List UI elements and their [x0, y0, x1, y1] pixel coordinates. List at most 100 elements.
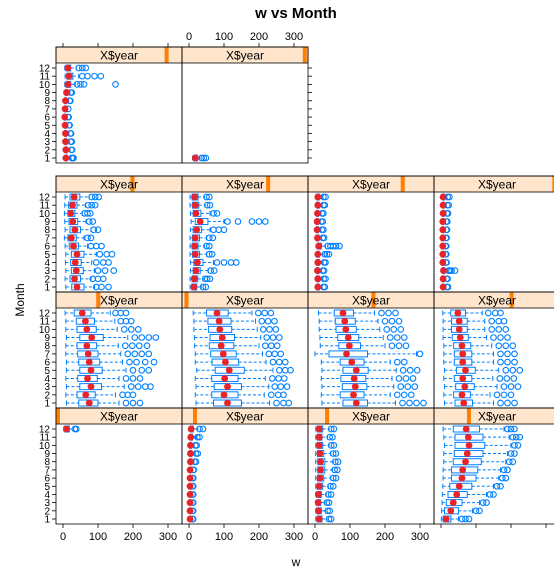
box-median [316, 450, 324, 457]
box-outlier [269, 334, 277, 341]
box-median [442, 515, 450, 523]
y-tick-label: 8 [44, 341, 50, 352]
box-median [186, 491, 194, 498]
box-median [196, 218, 204, 225]
box-outlier [509, 342, 517, 350]
box-month-1 [321, 399, 427, 407]
x-tick-label: 0 [186, 531, 192, 543]
box-outlier [78, 64, 86, 72]
box-median [462, 458, 469, 466]
strip-year-marker [266, 176, 271, 192]
panel: X$year [307, 175, 435, 293]
box-outlier [131, 334, 139, 341]
y-tick-label: 12 [39, 425, 51, 436]
box-median [439, 226, 447, 234]
y-tick-label: 2 [44, 145, 50, 156]
box-median [439, 275, 447, 283]
box-median [61, 121, 69, 129]
box-median [213, 309, 221, 317]
box-median [70, 193, 78, 201]
box-month-12 [318, 309, 399, 317]
box-outlier [129, 391, 137, 399]
box-outlier [92, 259, 100, 266]
panel: X$year [307, 291, 435, 409]
x-tick-label: 200 [376, 531, 394, 543]
box-month-1 [191, 154, 210, 162]
box-month-6 [186, 474, 197, 482]
x-axis-label: w [291, 555, 301, 569]
box-month-5 [321, 366, 421, 374]
box-outlier [150, 358, 158, 366]
box-outlier [505, 458, 513, 466]
box-outlier [504, 425, 511, 433]
box-month-1 [315, 515, 335, 523]
panel: X$year [55, 46, 183, 164]
box-median [314, 201, 322, 209]
panel: X$year [433, 407, 554, 525]
box-month-9 [194, 334, 283, 342]
strip-label: X$year [226, 410, 264, 424]
box-median [460, 399, 468, 407]
x-tick-label: 200 [250, 31, 268, 43]
box-median [439, 283, 447, 291]
y-tick-label: 4 [44, 258, 50, 269]
box-outlier [511, 350, 518, 358]
box-outlier [329, 474, 337, 482]
box-month-4 [320, 374, 417, 382]
box-median [313, 218, 321, 225]
box-median [62, 146, 70, 154]
box-outlier [334, 458, 342, 466]
box-median [342, 325, 350, 333]
box-month-6 [442, 474, 510, 482]
box-median [317, 466, 324, 474]
y-tick-label: 8 [44, 457, 50, 468]
strip-year-marker [56, 408, 60, 424]
box-outlier [199, 425, 207, 433]
box-month-6 [315, 474, 340, 482]
box-outlier [327, 442, 335, 449]
box-outlier [267, 391, 275, 399]
x-tick-label: 100 [341, 531, 359, 543]
box-month-1 [189, 283, 210, 291]
box-outlier [127, 326, 135, 333]
chart-title: w vs Month [254, 5, 337, 22]
box-median [314, 283, 322, 291]
box-median [83, 342, 91, 350]
box-median [224, 383, 231, 391]
x-tick-label: 100 [215, 31, 233, 43]
box-month-5 [61, 121, 73, 129]
strip-label: X$year [100, 410, 138, 424]
box-outlier [479, 499, 487, 506]
box-outlier [413, 366, 421, 374]
box-outlier [330, 442, 338, 449]
box-outlier [145, 334, 153, 341]
box-outlier [128, 342, 136, 350]
box-median [69, 218, 77, 225]
box-outlier [327, 491, 335, 498]
box-month-3 [314, 499, 333, 507]
box-outlier [336, 242, 343, 250]
box-outlier [259, 326, 267, 333]
box-month-6 [443, 358, 518, 366]
box-month-5 [439, 250, 450, 258]
y-tick-label: 12 [39, 309, 51, 320]
box-median [352, 366, 360, 374]
box-outlier [271, 383, 279, 390]
box-month-10 [442, 325, 510, 333]
box-outlier [199, 283, 207, 291]
box-outlier [322, 275, 329, 283]
box-median [219, 350, 227, 358]
box-outlier [134, 326, 142, 333]
box-month-3 [66, 383, 154, 391]
box-outlier [205, 234, 213, 242]
box-month-9 [319, 334, 408, 342]
box-outlier [510, 375, 518, 382]
box-outlier [324, 491, 332, 498]
box-outlier [320, 226, 327, 234]
box-outlier [203, 193, 210, 201]
box-median [439, 250, 447, 258]
box-outlier [386, 334, 394, 341]
box-month-7 [439, 234, 450, 242]
x-tick-label: 0 [60, 531, 66, 543]
box-outlier [108, 250, 116, 258]
